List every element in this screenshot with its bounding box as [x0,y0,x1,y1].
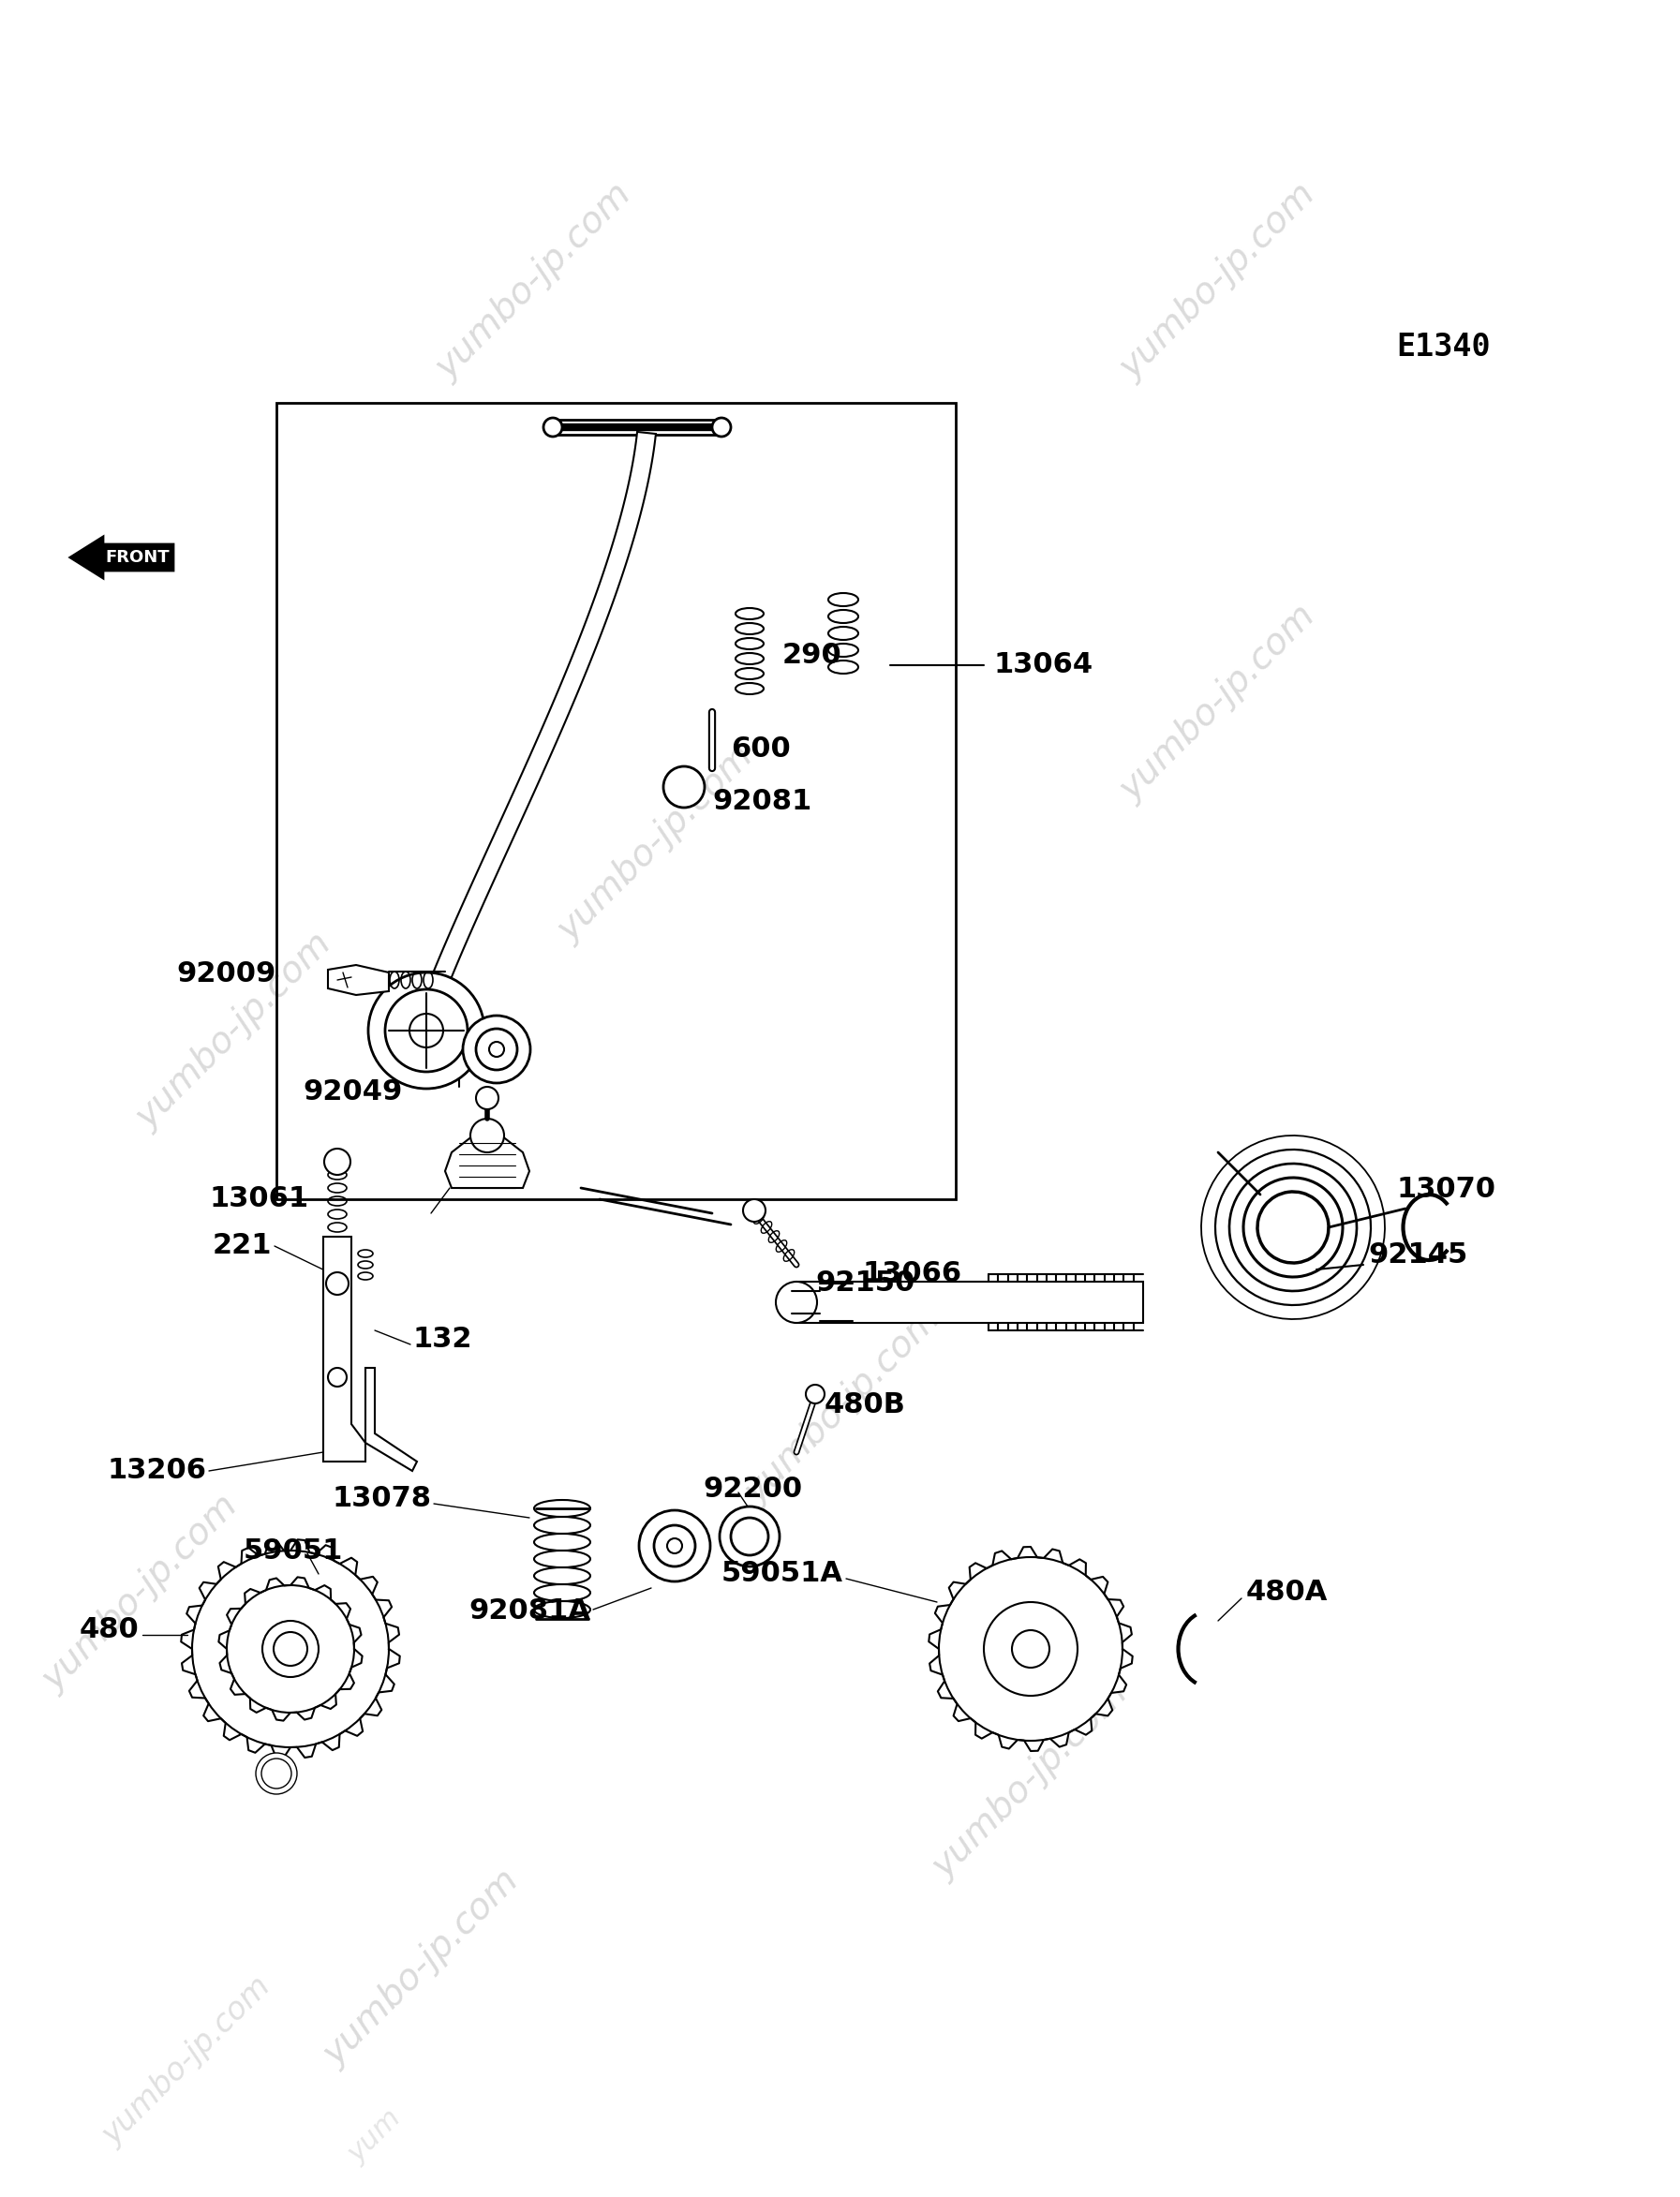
Text: 480A: 480A [1247,1580,1329,1606]
Circle shape [324,1149,351,1175]
Text: 480: 480 [79,1617,139,1643]
Text: 92049: 92049 [302,1079,403,1105]
Text: yumbo-jp.com: yumbo-jp.com [1114,598,1322,808]
Polygon shape [366,1369,417,1472]
Circle shape [328,1369,346,1386]
Circle shape [410,1013,444,1048]
Polygon shape [445,1136,529,1189]
Polygon shape [71,536,173,578]
Text: yum: yum [343,2105,407,2168]
Text: 600: 600 [731,736,791,762]
Circle shape [806,1384,825,1404]
Circle shape [489,1041,504,1057]
Text: 92081: 92081 [712,787,811,815]
Circle shape [664,767,704,808]
Text: yumbo-jp.com: yumbo-jp.com [1114,176,1322,387]
Circle shape [776,1281,816,1323]
Text: yumbo-jp.com: yumbo-jp.com [97,1971,277,2151]
Circle shape [475,1028,517,1070]
Circle shape [368,973,484,1090]
Text: yumbo-jp.com: yumbo-jp.com [129,925,339,1136]
Circle shape [274,1632,307,1665]
Polygon shape [181,1540,400,1758]
Circle shape [470,1118,504,1153]
Text: yumbo-jp.com: yumbo-jp.com [926,1674,1136,1885]
Circle shape [543,417,563,437]
Text: 92145: 92145 [1368,1241,1468,1270]
Text: 13061: 13061 [210,1186,309,1213]
Text: FRONT: FRONT [106,549,170,567]
Text: 92200: 92200 [702,1476,801,1503]
Text: yumbo-jp.com: yumbo-jp.com [551,738,761,949]
Polygon shape [929,1547,1132,1751]
Text: yumbo-jp.com: yumbo-jp.com [428,176,638,387]
Circle shape [984,1602,1077,1696]
Polygon shape [328,964,388,995]
Circle shape [638,1509,711,1582]
Text: 92009: 92009 [176,960,277,989]
Text: E1340: E1340 [1396,332,1490,363]
Circle shape [654,1525,696,1566]
Circle shape [385,989,467,1072]
Text: 13070: 13070 [1396,1175,1495,1204]
Circle shape [464,1015,531,1083]
Polygon shape [323,1237,366,1461]
Polygon shape [418,433,655,1019]
Circle shape [262,1758,291,1788]
Circle shape [262,1621,319,1676]
Circle shape [475,1088,499,1109]
Text: yumbo-jp.com: yumbo-jp.com [35,1487,245,1698]
Text: 13066: 13066 [862,1261,961,1287]
Bar [277,402,956,1200]
Text: 59051A: 59051A [721,1560,843,1588]
Circle shape [731,1518,768,1555]
Circle shape [719,1507,780,1566]
Circle shape [712,417,731,437]
Circle shape [1011,1630,1050,1668]
Text: 13064: 13064 [993,653,1092,679]
Circle shape [255,1753,297,1795]
Text: yumbo-jp.com: yumbo-jp.com [318,1863,526,2072]
Text: 59051: 59051 [244,1538,343,1564]
Text: 132: 132 [412,1327,472,1353]
Text: 92081A: 92081A [469,1597,590,1626]
Text: 13078: 13078 [331,1485,432,1512]
Text: 480B: 480B [825,1391,906,1419]
Text: 290: 290 [783,642,842,670]
Text: 92150: 92150 [815,1270,914,1296]
Circle shape [667,1538,682,1553]
Circle shape [326,1272,348,1294]
Polygon shape [218,1577,363,1720]
Text: 221: 221 [212,1233,272,1259]
Text: 13206: 13206 [108,1457,207,1485]
Circle shape [743,1200,766,1222]
Bar [796,1281,1142,1323]
Text: yumbo-jp.com: yumbo-jp.com [739,1301,948,1509]
